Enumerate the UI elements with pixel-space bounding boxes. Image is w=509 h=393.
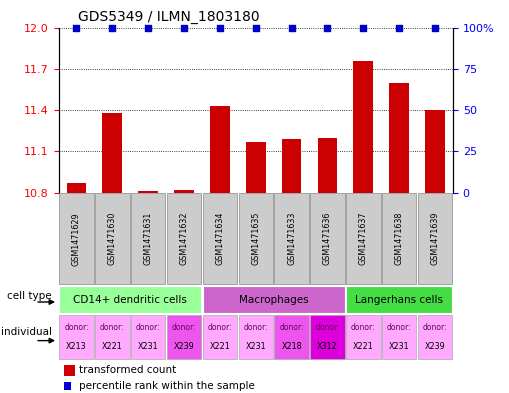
Text: donor:: donor: [136, 323, 160, 332]
Bar [131, 193, 165, 284]
Point [108, 24, 117, 31]
Text: GSM1471631: GSM1471631 [144, 212, 153, 265]
Text: X239: X239 [425, 342, 445, 351]
Text: Macrophages: Macrophages [239, 295, 308, 305]
Bar [318, 138, 337, 193]
Text: GSM1471638: GSM1471638 [394, 212, 404, 265]
Bar [203, 193, 237, 284]
Text: GSM1471639: GSM1471639 [431, 212, 440, 266]
Bar [418, 193, 453, 284]
Bar [346, 315, 381, 359]
Text: donor:: donor: [351, 323, 376, 332]
Text: GSM1471632: GSM1471632 [180, 212, 188, 266]
Point [144, 24, 152, 31]
Text: donor:: donor: [64, 323, 89, 332]
Bar [239, 315, 273, 359]
Bar [425, 110, 445, 193]
Bar [382, 193, 416, 284]
Text: individual: individual [1, 327, 51, 336]
Text: X312: X312 [317, 342, 338, 351]
Text: X221: X221 [102, 342, 123, 351]
Text: donor:: donor: [243, 323, 268, 332]
Text: GSM1471637: GSM1471637 [359, 212, 368, 266]
Point [431, 24, 439, 31]
Text: CD14+ dendritic cells: CD14+ dendritic cells [73, 295, 187, 305]
Text: GSM1471633: GSM1471633 [287, 212, 296, 265]
Bar [310, 193, 345, 284]
Text: cell type: cell type [7, 291, 51, 301]
Text: donor:: donor: [208, 323, 232, 332]
Text: GSM1471630: GSM1471630 [108, 212, 117, 265]
Text: GSM1471635: GSM1471635 [251, 212, 260, 266]
Text: GSM1471636: GSM1471636 [323, 212, 332, 265]
Text: donor:: donor: [100, 323, 125, 332]
Bar [64, 365, 75, 376]
Text: X213: X213 [66, 342, 87, 351]
Bar [346, 286, 453, 313]
Text: donor:: donor: [279, 323, 304, 332]
Bar [59, 286, 201, 313]
Text: transformed count: transformed count [79, 365, 176, 375]
Bar [346, 193, 381, 284]
Point [323, 24, 331, 31]
Bar [353, 61, 373, 193]
Text: donor:: donor: [387, 323, 412, 332]
Text: Langerhans cells: Langerhans cells [355, 295, 443, 305]
Bar [282, 139, 301, 193]
Bar [174, 190, 194, 193]
Bar [382, 315, 416, 359]
Text: X218: X218 [281, 342, 302, 351]
Text: X239: X239 [174, 342, 194, 351]
Text: GDS5349 / ILMN_1803180: GDS5349 / ILMN_1803180 [78, 10, 260, 24]
Bar [418, 315, 453, 359]
Text: X231: X231 [245, 342, 266, 351]
Bar [274, 315, 309, 359]
Bar [389, 83, 409, 193]
Text: X231: X231 [389, 342, 410, 351]
Bar [67, 183, 87, 193]
Bar [167, 315, 201, 359]
Text: X221: X221 [353, 342, 374, 351]
Bar [203, 315, 237, 359]
Bar [131, 315, 165, 359]
Bar [95, 315, 129, 359]
Text: X221: X221 [210, 342, 230, 351]
Bar [138, 191, 158, 193]
Text: donor:: donor: [315, 323, 340, 332]
Point [251, 24, 260, 31]
Point [288, 24, 296, 31]
Bar [102, 113, 122, 193]
Bar [167, 193, 201, 284]
Text: X231: X231 [138, 342, 158, 351]
Bar [274, 193, 309, 284]
Bar [59, 315, 94, 359]
Text: donor:: donor: [423, 323, 447, 332]
Bar [95, 193, 129, 284]
Point [395, 24, 403, 31]
Text: donor:: donor: [172, 323, 196, 332]
Bar [239, 193, 273, 284]
Point [216, 24, 224, 31]
Text: percentile rank within the sample: percentile rank within the sample [79, 381, 255, 391]
Point [72, 24, 80, 31]
Text: GSM1471629: GSM1471629 [72, 212, 81, 266]
Text: GSM1471634: GSM1471634 [215, 212, 224, 265]
Bar [210, 106, 230, 193]
Point [180, 24, 188, 31]
Bar [64, 382, 71, 390]
Bar [246, 141, 266, 193]
Point [359, 24, 367, 31]
Bar [310, 315, 345, 359]
Bar [59, 193, 94, 284]
Bar [203, 286, 345, 313]
